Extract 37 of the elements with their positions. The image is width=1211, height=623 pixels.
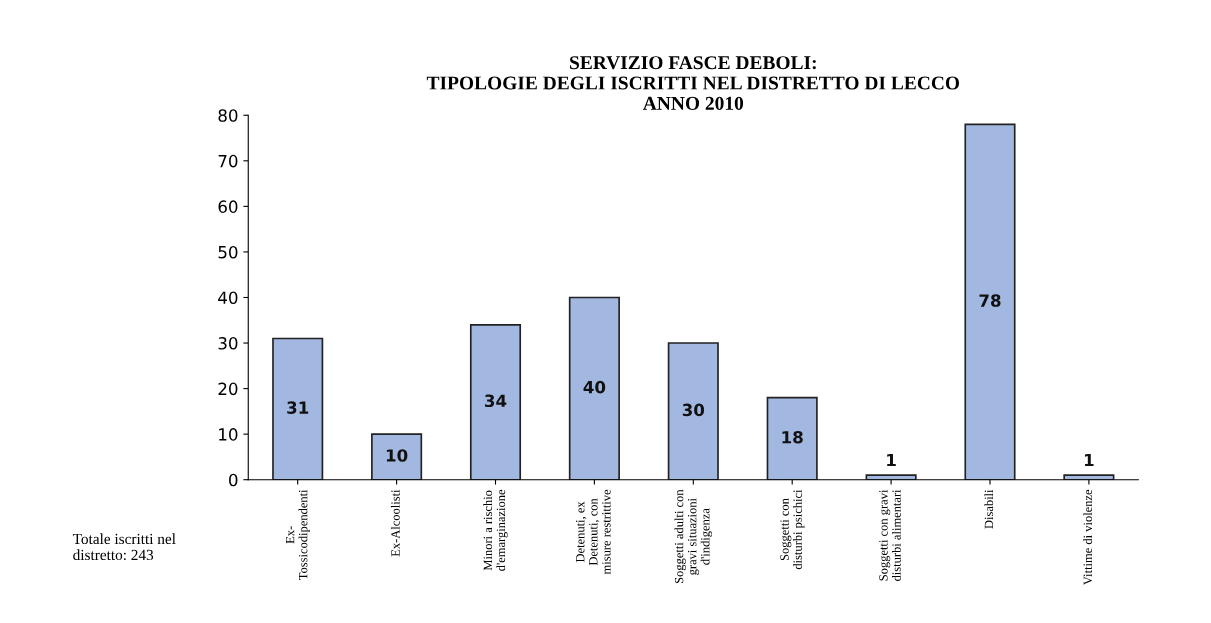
bar — [766, 396, 818, 480]
data-label: 34 — [485, 394, 507, 408]
bar — [272, 337, 324, 480]
y-tick-label: 10 — [219, 428, 238, 441]
data-label: 18 — [782, 430, 803, 444]
data-label: 1 — [1084, 453, 1094, 467]
data-label: 10 — [386, 449, 408, 462]
y-tick-label: 30 — [218, 337, 238, 350]
data-label: 31 — [287, 401, 309, 414]
data-label: 30 — [682, 403, 705, 417]
x-tick-label: Soggetti adulti con gravi situazioni d'indigenza — [674, 489, 713, 584]
bar — [371, 433, 423, 480]
x-tick-label: Detenuti, ex Detenuti, con misure restrittive — [576, 489, 611, 575]
y-tick-label: 50 — [218, 245, 238, 259]
x-tick-label: Disabili — [984, 489, 994, 529]
x-tick-label: Ex-Alcoolisti — [390, 489, 400, 557]
chart-title: SERVIZIO FASCE DEBOLI: TIPOLOGIE DEGLI ISCRITTI NEL DISTRETTO DI LECCO ANNO 2010 — [426, 56, 960, 110]
x-tick-label: Soggetti con disturbi psichici — [780, 489, 805, 570]
y-tick-label: 80 — [218, 109, 238, 122]
y-tick-label: 20 — [218, 382, 238, 396]
data-label: 78 — [979, 294, 1001, 307]
x-tick-label: Ex- Tossicodipendenti — [285, 489, 310, 580]
bar — [865, 474, 917, 480]
y-tick-label: 0 — [229, 473, 238, 487]
y-tick-label: 70 — [218, 154, 238, 168]
y-tick-label: 60 — [218, 200, 238, 213]
bar — [964, 123, 1016, 480]
bar — [667, 342, 719, 480]
text: Totale iscritti nel distretto: 243 — [72, 533, 176, 561]
x-tick-label: Vittime di violenze — [1083, 489, 1093, 586]
bar — [469, 323, 522, 480]
data-label: 40 — [583, 380, 606, 394]
x-tick-label: Minori a rischio d'emarginazione — [483, 489, 508, 571]
y-tick-label: 40 — [218, 291, 238, 305]
bar — [1063, 474, 1115, 480]
bar — [568, 296, 620, 480]
data-label: 1 — [887, 453, 896, 467]
